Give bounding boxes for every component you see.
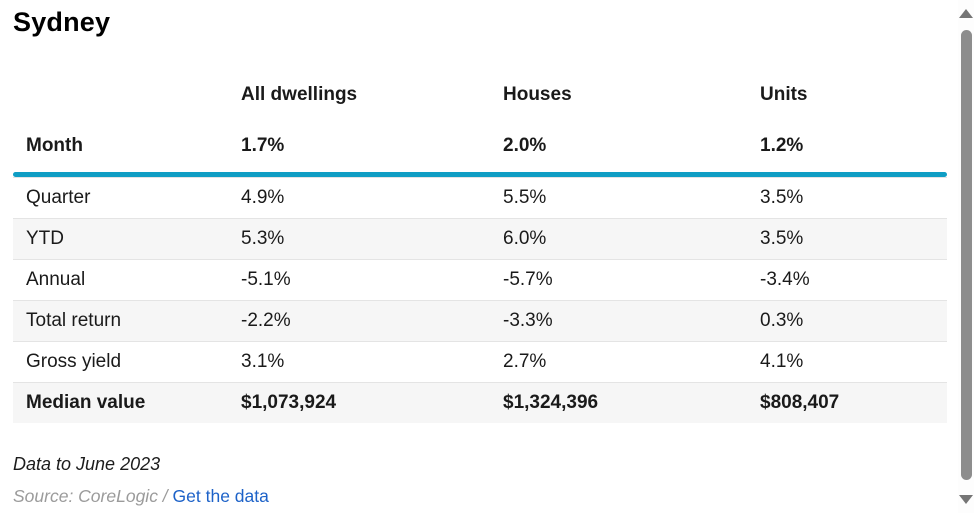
row-label: Month	[26, 135, 83, 156]
row-label: Gross yield	[26, 351, 122, 372]
cell-units: -3.4%	[760, 269, 810, 290]
cell-houses: 5.5%	[503, 187, 547, 208]
column-header-houses: Houses	[503, 84, 572, 105]
source-line: Source: CoreLogic / Get the data	[13, 484, 947, 508]
row-label: YTD	[26, 228, 64, 249]
cell-all-dwellings: 1.7%	[241, 135, 285, 156]
accent-divider	[13, 172, 947, 177]
column-header-units: Units	[760, 84, 808, 105]
cell-houses: $1,324,396	[503, 392, 599, 413]
cell-all-dwellings: -2.2%	[241, 310, 291, 331]
cell-units: 3.5%	[760, 228, 804, 249]
row-label: Quarter	[26, 187, 91, 208]
table-row-annual: Annual -5.1% -5.7% -3.4%	[13, 259, 947, 300]
cell-all-dwellings: 5.3%	[241, 228, 285, 249]
page-title: Sydney	[13, 7, 111, 37]
row-label: Total return	[26, 310, 122, 331]
scrollbar-thumb[interactable]	[960, 30, 972, 480]
cell-houses: 2.0%	[503, 135, 547, 156]
cell-houses: 6.0%	[503, 228, 547, 249]
table-row-quarter: Quarter 4.9% 5.5% 3.5%	[13, 177, 947, 218]
cell-all-dwellings: 3.1%	[241, 351, 285, 372]
table-row-total-return: Total return -2.2% -3.3% 0.3%	[13, 300, 947, 341]
cell-all-dwellings: 4.9%	[241, 187, 285, 208]
column-header-all-dwellings: All dwellings	[241, 84, 358, 105]
table-column-headers: All dwellings Houses Units	[13, 83, 947, 107]
sydney-data-card: Sydney All dwellings Houses Units Month …	[13, 0, 947, 508]
table-row-ytd: YTD 5.3% 6.0% 3.5%	[13, 218, 947, 259]
cell-units: 1.2%	[760, 135, 804, 156]
scroll-down-arrow-icon[interactable]	[959, 495, 973, 504]
data-note: Data to June 2023	[13, 454, 161, 474]
scrollbar[interactable]	[958, 0, 974, 513]
cell-units: 4.1%	[760, 351, 804, 372]
cell-units: $808,407	[760, 392, 840, 413]
cell-units: 0.3%	[760, 310, 804, 331]
table-row-month: Month 1.7% 2.0% 1.2%	[13, 133, 947, 159]
get-the-data-link[interactable]: Get the data	[172, 486, 269, 506]
cell-houses: -5.7%	[503, 269, 553, 290]
cell-houses: 2.7%	[503, 351, 547, 372]
cell-units: 3.5%	[760, 187, 804, 208]
row-label: Median value	[26, 392, 146, 413]
row-label: Annual	[26, 269, 86, 290]
source-text: Source: CoreLogic /	[13, 486, 173, 506]
cell-houses: -3.3%	[503, 310, 553, 331]
table-row-median-value: Median value $1,073,924 $1,324,396 $808,…	[13, 382, 947, 423]
cell-all-dwellings: -5.1%	[241, 269, 291, 290]
cell-all-dwellings: $1,073,924	[241, 392, 337, 413]
table-row-gross-yield: Gross yield 3.1% 2.7% 4.1%	[13, 341, 947, 382]
scroll-up-arrow-icon[interactable]	[959, 9, 973, 18]
